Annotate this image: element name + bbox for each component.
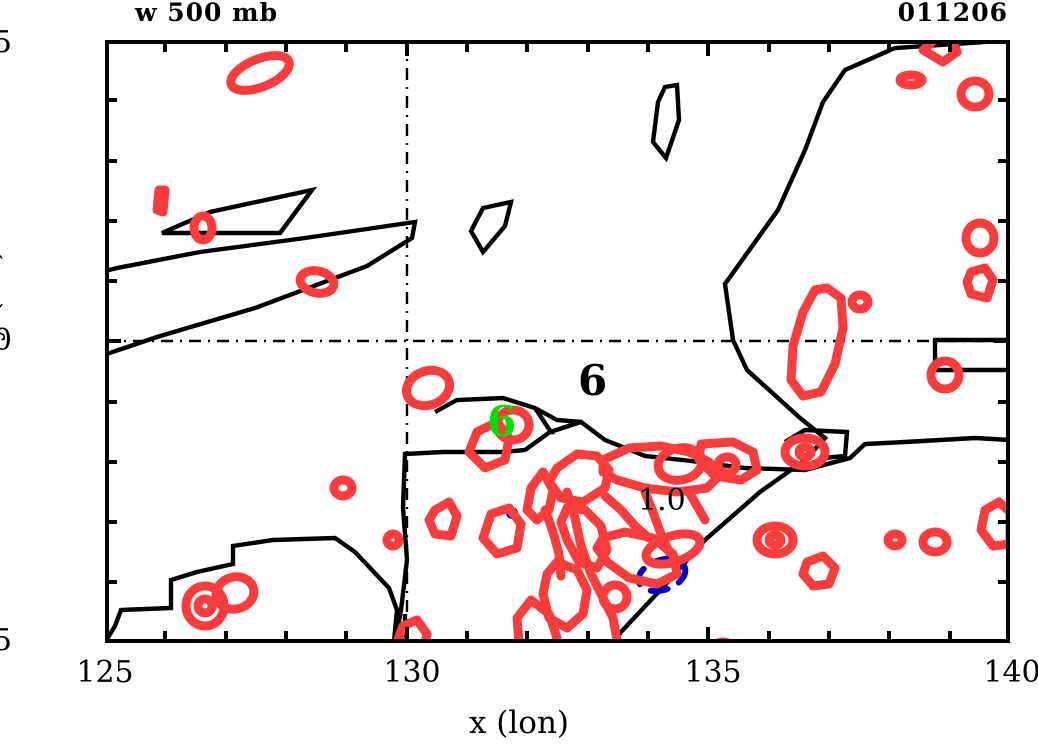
crosshair-layer — [105, 40, 1010, 643]
red-contour-nw2 — [152, 185, 170, 217]
plot-title-right: 011206 — [897, 0, 1008, 27]
plot-title-left: w 500 mb — [135, 0, 279, 27]
red-contour-cluster-f — [713, 452, 741, 478]
red-contour-cluster-c — [556, 503, 612, 573]
coastline-island-n1 — [650, 82, 682, 163]
red-contour-cluster-h — [538, 557, 592, 633]
ytick-label-0: -5 — [0, 25, 12, 60]
contour-label-1-0: 1.0 — [638, 483, 686, 518]
plot-clip — [105, 40, 1010, 643]
coastline-timor — [105, 219, 418, 357]
xtick-label-0: 125 — [76, 655, 134, 690]
xtick-label-1: 130 — [383, 655, 441, 690]
red-contour-ne5 — [962, 263, 998, 303]
red-contour-r2 — [752, 521, 798, 559]
red-contour-c3 — [492, 405, 534, 445]
red-contour-cluster-d — [598, 441, 724, 497]
annotation-green-six: 6 — [487, 397, 517, 446]
red-contour-cluster-tail3 — [600, 491, 654, 543]
xtick-label-2: 135 — [684, 655, 742, 690]
coastline-layer — [105, 40, 1010, 643]
ytick-label-1: -10 — [0, 323, 12, 358]
red-contour-c4 — [329, 475, 357, 501]
red-contour-nw1 — [226, 51, 294, 95]
red-contour-c7 — [382, 529, 404, 551]
red-contour-r2-inner — [764, 530, 786, 550]
red-contour-east-major — [786, 283, 848, 401]
red-contour-sw2 — [211, 572, 259, 614]
red-contour-ne6 — [926, 356, 964, 394]
red-contour-r9 — [976, 497, 1010, 551]
red-contour-r7 — [918, 527, 952, 557]
red-contour-c5 — [424, 497, 462, 541]
red-contour-nw3 — [189, 211, 217, 245]
plot-area: 6 6 1.0 — [105, 40, 1010, 643]
coastline-bay — [533, 406, 556, 435]
red-contour-ne1 — [918, 40, 962, 67]
red-contour-cluster-b — [522, 467, 558, 525]
red-contour-ne3 — [956, 76, 994, 112]
annotation-black-six: 6 — [578, 356, 608, 405]
red-contour-r6 — [883, 529, 907, 551]
red-contour-ne4 — [961, 218, 999, 258]
red-contour-r4 — [598, 580, 632, 614]
red-contour-r5 — [780, 433, 830, 471]
red-contour-nw4 — [295, 266, 339, 298]
coastline-australia-nw — [105, 535, 400, 643]
red-contour-r1 — [653, 443, 707, 485]
y-axis-label: y (lat) — [0, 248, 6, 341]
red-contour-sw1-inner — [193, 594, 217, 618]
red-contour-c1 — [402, 365, 454, 411]
x-axis-label: x (lon) — [468, 705, 570, 741]
coastline-australia-north — [392, 419, 1010, 643]
red-contour-cluster-tail — [562, 487, 622, 643]
red-contour-cluster-tail4 — [640, 487, 674, 557]
positive-contour-layer — [152, 40, 1010, 643]
red-contour-r3 — [641, 529, 705, 569]
red-contour-east-dot — [847, 290, 873, 314]
red-contour-r5-inner — [794, 442, 816, 462]
red-contour-c6 — [478, 503, 526, 559]
red-contour-cluster-tail2 — [540, 505, 566, 581]
xtick-label-3: 140 — [983, 655, 1038, 690]
plot-frame — [105, 40, 1010, 643]
coastline-island-n2 — [468, 199, 514, 256]
coastline-peninsula — [433, 395, 582, 425]
red-contour-ne2 — [895, 70, 927, 90]
red-contour-cluster-tail5 — [684, 487, 710, 525]
ytick-label-2: -15 — [0, 623, 12, 658]
red-contour-cluster-i — [512, 595, 562, 643]
red-contour-r8 — [798, 551, 840, 591]
